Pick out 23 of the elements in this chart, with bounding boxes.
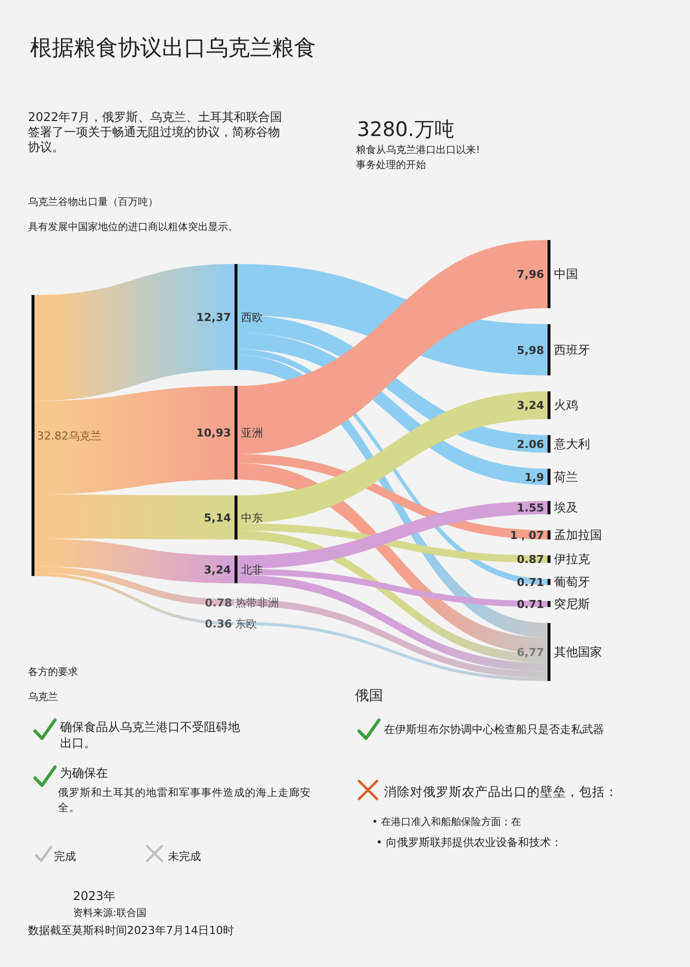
annotation: 俄国 [355, 688, 383, 704]
annotation: 各方的要求 [28, 667, 78, 678]
annotation: 乌克兰谷物出口量（百万吨） [28, 197, 158, 208]
annotation: 乌克兰 [28, 692, 58, 703]
annotation: • 向俄罗斯联邦提供农业设备和技术： [376, 836, 562, 849]
annotation: 为确保在 [60, 766, 108, 780]
annotation: • 在港口准入和船舶保险方面；在 [372, 817, 522, 828]
annotation: 资料来源:联合国 [73, 908, 146, 919]
annotation: 完成 [54, 850, 76, 863]
annotation: 2023年 [73, 889, 116, 903]
subtitle: 2022年7月，俄罗斯、乌克兰、土耳其和联合国签署了一项关于畅通无阻过境的协议，简称谷物协议。 [28, 110, 282, 154]
label-source: 32.82乌克兰 [37, 430, 102, 442]
annotation: 确保食品从乌克兰港口不受阻碍地出口。 [60, 720, 240, 750]
title: 根据粮食协议出口乌克兰粮食 [30, 36, 316, 61]
annotation: 消除对俄罗斯农产品出口的壁垒，包括： [384, 784, 618, 799]
annotation: 具有发展中国家地位的进口商以粗体突出显示。 [28, 222, 238, 233]
annotation: 粮食从乌克兰港口出口以来! [356, 145, 480, 156]
annotation: 事务处理的开始 [356, 160, 426, 171]
annotation: 未完成 [168, 850, 201, 863]
annotation: 俄罗斯和土耳其的地雷和军事事件造成的海上走廊安全。 [58, 787, 311, 814]
annotation: 数据截至莫斯科时间2023年7月14日10时 [28, 924, 234, 937]
annotation: 3280.万吨 [357, 117, 454, 141]
annotation: 在伊斯坦布尔协调中心检查船只是否走私武器 [384, 723, 604, 736]
